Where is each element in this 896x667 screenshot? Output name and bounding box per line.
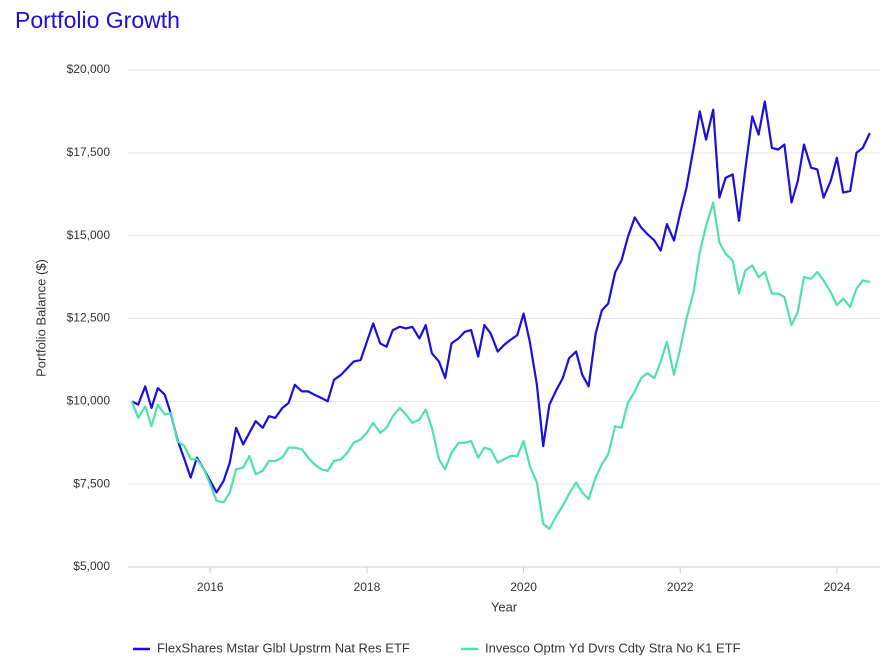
x-axis-label: Year xyxy=(491,599,518,614)
y-tick-label: $17,500 xyxy=(67,145,111,159)
x-tick-label: 2020 xyxy=(510,580,537,594)
chart-title: Portfolio Growth xyxy=(15,7,180,33)
y-tick-label: $7,500 xyxy=(73,476,110,490)
x-tick-label: 2016 xyxy=(197,580,224,594)
legend-label: FlexShares Mstar Glbl Upstrm Nat Res ETF xyxy=(157,640,410,655)
y-tick-label: $20,000 xyxy=(67,62,111,76)
x-tick-label: 2018 xyxy=(354,580,381,594)
legend-label: Invesco Optm Yd Dvrs Cdty Stra No K1 ETF xyxy=(485,640,741,655)
series-line xyxy=(131,100,871,494)
x-tick-label: 2024 xyxy=(824,580,851,594)
y-tick-label: $12,500 xyxy=(67,311,111,325)
y-axis-label: Portfolio Balance ($) xyxy=(33,259,48,377)
y-tick-label: $15,000 xyxy=(67,228,111,242)
y-tick-label: $10,000 xyxy=(67,394,111,408)
y-tick-label: $5,000 xyxy=(73,559,110,573)
x-tick-label: 2022 xyxy=(667,580,694,594)
series-line xyxy=(130,201,871,530)
